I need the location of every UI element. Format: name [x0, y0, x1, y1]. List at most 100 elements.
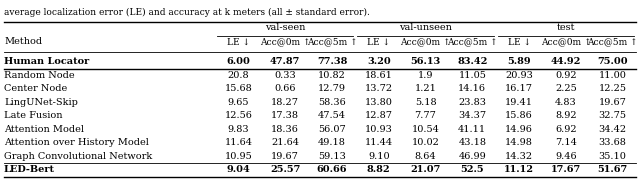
Text: 32.75: 32.75	[598, 111, 627, 120]
Text: Human Locator: Human Locator	[4, 57, 89, 66]
Text: 17.67: 17.67	[550, 165, 581, 174]
Text: Graph Convolutional Network: Graph Convolutional Network	[4, 152, 152, 161]
Text: Attention over History Model: Attention over History Model	[4, 138, 149, 147]
Text: 19.41: 19.41	[505, 98, 533, 107]
Text: 47.54: 47.54	[318, 111, 346, 120]
Text: 44.92: 44.92	[550, 57, 581, 66]
Text: 19.67: 19.67	[598, 98, 627, 107]
Text: 13.72: 13.72	[365, 84, 393, 93]
Text: 19.67: 19.67	[271, 152, 299, 161]
Text: 21.07: 21.07	[410, 165, 441, 174]
Text: 8.64: 8.64	[415, 152, 436, 161]
Text: 0.33: 0.33	[275, 71, 296, 80]
Text: LE ↓: LE ↓	[508, 37, 531, 46]
Text: val-seen: val-seen	[265, 24, 305, 33]
Text: 7.14: 7.14	[555, 138, 577, 147]
Text: 43.18: 43.18	[458, 138, 486, 147]
Text: 59.13: 59.13	[318, 152, 346, 161]
Text: 21.64: 21.64	[271, 138, 299, 147]
Text: 14.96: 14.96	[505, 125, 533, 134]
Text: 5.18: 5.18	[415, 98, 436, 107]
Text: 11.00: 11.00	[598, 71, 627, 80]
Text: test: test	[557, 24, 575, 33]
Text: 9.10: 9.10	[368, 152, 390, 161]
Text: 51.67: 51.67	[598, 165, 628, 174]
Text: Acc@0m ↑: Acc@0m ↑	[260, 37, 310, 46]
Text: Method: Method	[4, 37, 42, 46]
Text: 34.42: 34.42	[598, 125, 627, 134]
Text: 10.93: 10.93	[365, 125, 393, 134]
Text: Acc@5m ↑: Acc@5m ↑	[588, 37, 638, 46]
Text: val-unseen: val-unseen	[399, 24, 452, 33]
Text: 47.87: 47.87	[270, 57, 300, 66]
Text: 12.25: 12.25	[598, 84, 627, 93]
Text: 11.05: 11.05	[458, 71, 486, 80]
Text: 4.83: 4.83	[555, 98, 577, 107]
Text: 3.20: 3.20	[367, 57, 390, 66]
Text: 1.21: 1.21	[415, 84, 436, 93]
Text: 33.68: 33.68	[598, 138, 627, 147]
Text: 12.56: 12.56	[225, 111, 252, 120]
Text: 0.92: 0.92	[555, 71, 577, 80]
Text: 2.25: 2.25	[555, 84, 577, 93]
Text: Acc@5m ↑: Acc@5m ↑	[447, 37, 497, 46]
Text: 77.38: 77.38	[317, 57, 347, 66]
Text: Random Node: Random Node	[4, 71, 75, 80]
Text: 41.11: 41.11	[458, 125, 486, 134]
Text: 23.83: 23.83	[458, 98, 486, 107]
Text: 11.64: 11.64	[225, 138, 252, 147]
Text: average localization error (LE) and accuracy at k meters (all ± standard error).: average localization error (LE) and accu…	[4, 8, 370, 17]
Text: 35.10: 35.10	[598, 152, 627, 161]
Text: Acc@0m ↑: Acc@0m ↑	[400, 37, 451, 46]
Text: 12.87: 12.87	[365, 111, 393, 120]
Text: 58.36: 58.36	[318, 98, 346, 107]
Text: 60.66: 60.66	[317, 165, 347, 174]
Text: 9.04: 9.04	[227, 165, 250, 174]
Text: 10.82: 10.82	[318, 71, 346, 80]
Text: LED-Bert: LED-Bert	[4, 165, 55, 174]
Text: 17.38: 17.38	[271, 111, 299, 120]
Text: 5.89: 5.89	[508, 57, 531, 66]
Text: 18.27: 18.27	[271, 98, 299, 107]
Text: 10.02: 10.02	[412, 138, 440, 147]
Text: 6.92: 6.92	[555, 125, 577, 134]
Text: Attention Model: Attention Model	[4, 125, 84, 134]
Text: 0.66: 0.66	[275, 84, 296, 93]
Text: 9.83: 9.83	[228, 125, 249, 134]
Text: 11.12: 11.12	[504, 165, 534, 174]
Text: 15.68: 15.68	[225, 84, 252, 93]
Text: 14.32: 14.32	[505, 152, 533, 161]
Text: Acc@0m ↑: Acc@0m ↑	[541, 37, 591, 46]
Text: 7.77: 7.77	[415, 111, 436, 120]
Text: 13.80: 13.80	[365, 98, 393, 107]
Text: 56.13: 56.13	[410, 57, 440, 66]
Text: 25.57: 25.57	[270, 165, 300, 174]
Text: 6.00: 6.00	[227, 57, 250, 66]
Text: 16.17: 16.17	[505, 84, 533, 93]
Text: 56.07: 56.07	[318, 125, 346, 134]
Text: 18.61: 18.61	[365, 71, 393, 80]
Text: 8.92: 8.92	[555, 111, 577, 120]
Text: 20.93: 20.93	[505, 71, 533, 80]
Text: LE ↓: LE ↓	[367, 37, 390, 46]
Text: Center Node: Center Node	[4, 84, 67, 93]
Text: 46.99: 46.99	[458, 152, 486, 161]
Text: 14.16: 14.16	[458, 84, 486, 93]
Text: 52.5: 52.5	[460, 165, 484, 174]
Text: 12.79: 12.79	[318, 84, 346, 93]
Text: 75.00: 75.00	[597, 57, 628, 66]
Text: 49.18: 49.18	[318, 138, 346, 147]
Text: LE ↓: LE ↓	[227, 37, 250, 46]
Text: 1.9: 1.9	[418, 71, 433, 80]
Text: 9.65: 9.65	[228, 98, 249, 107]
Text: 8.82: 8.82	[367, 165, 390, 174]
Text: 9.46: 9.46	[555, 152, 577, 161]
Text: 83.42: 83.42	[457, 57, 488, 66]
Text: LingUNet-Skip: LingUNet-Skip	[4, 98, 78, 107]
Text: 14.98: 14.98	[505, 138, 533, 147]
Text: Late Fusion: Late Fusion	[4, 111, 63, 120]
Text: 18.36: 18.36	[271, 125, 299, 134]
Text: 34.37: 34.37	[458, 111, 486, 120]
Text: 15.86: 15.86	[505, 111, 533, 120]
Text: Acc@5m ↑: Acc@5m ↑	[307, 37, 357, 46]
